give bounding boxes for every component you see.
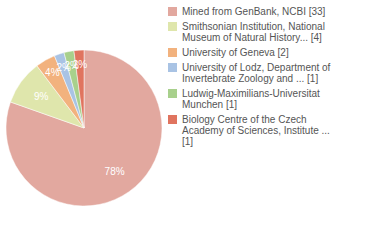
pie-slice	[6, 50, 162, 206]
legend-label: University of Geneva [2]	[182, 47, 289, 58]
legend-label: Ludwig-Maximilians-Universitat Munchen […	[182, 88, 323, 110]
legend: Mined from GenBank, NCBI [33] Smithsonian…	[168, 6, 333, 147]
data-label: 9%	[34, 91, 49, 102]
pie: 78%9%4%2%2%2%	[6, 50, 162, 206]
legend-label: Biology Centre of the Czech Academy of S…	[182, 114, 333, 147]
data-label: 2%	[73, 59, 88, 70]
legend-swatch	[168, 89, 177, 98]
legend-swatch	[168, 7, 177, 16]
chart: 78%9%4%2%2%2%Mined from GenBank, NCBI [3…	[0, 0, 380, 240]
legend-label: Smithsonian Institution, National Museum…	[182, 21, 328, 43]
legend-label: Mined from GenBank, NCBI [33]	[182, 6, 326, 17]
legend-swatch	[168, 115, 177, 124]
legend-swatch	[168, 48, 177, 57]
legend-label: University of Lodz, Department of Invert…	[182, 62, 333, 84]
data-label: 78%	[105, 166, 125, 177]
legend-swatch	[168, 22, 177, 31]
legend-swatch	[168, 63, 177, 72]
